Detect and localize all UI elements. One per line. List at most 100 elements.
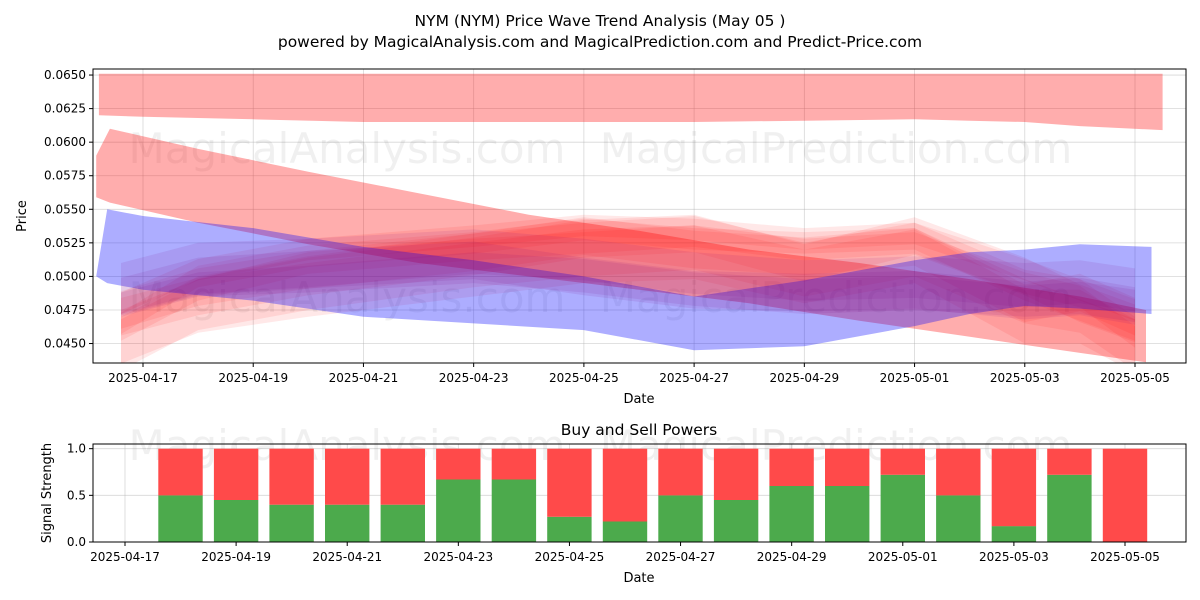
red-wave-series [121,214,1135,343]
y-tick-label: 0.0600 [44,135,86,149]
purple-wave-series [121,241,1135,325]
red-wave-series [121,214,1135,321]
red-wave-series [121,225,1135,363]
x-tick-label: 2025-04-21 [329,371,399,385]
sell-power-bar [269,448,314,505]
bottom-y-axis-label: Signal Strength [40,443,55,543]
buy-power-bar [991,526,1037,542]
x-tick-label: 2025-05-05 [1100,371,1170,385]
sell-power-bar [936,448,981,496]
buy-power-bar [1047,474,1092,542]
buy-power-bar [547,516,592,542]
buy-power-bar [602,521,648,542]
buy-power-bar [658,495,703,542]
sell-power-bar [158,448,203,496]
buy-power-bar [436,479,481,542]
red-trend-band [96,128,1147,363]
y-tick-label: 0.0550 [44,202,86,216]
x-tick-label: 2025-04-19 [201,550,271,564]
top-grid [93,69,1186,363]
sell-power-bar [213,448,259,500]
y-tick-label: 0.0650 [44,68,86,82]
x-tick-label: 2025-04-23 [439,371,509,385]
top-axes-frame [92,68,1187,364]
x-tick-label: 2025-04-17 [90,550,160,564]
top-x-ticks: 2025-04-17 2025-04-19 2025-04-21 2025-04-23… [108,363,1170,385]
y-tick-label: 0.0575 [44,169,86,183]
x-tick-label: 2025-04-27 [646,550,716,564]
x-tick-label: 2025-04-27 [659,371,729,385]
red-wave-series [121,216,1135,363]
bottom-chart-title: Buy and Sell Powers [561,421,718,439]
red-wave-series [121,225,1135,348]
red-trend-band [98,73,1163,131]
y-tick-label: 0.0525 [44,236,86,250]
buy-power-bar [880,474,925,542]
x-tick-label: 2025-04-29 [769,371,839,385]
purple-wave-series [121,229,1135,323]
x-tick-label: 2025-05-01 [880,371,950,385]
buy-power-bar [936,495,981,542]
watermark-text: MagicalPrediction.com [600,124,1073,173]
sell-power-bar [1047,448,1092,475]
chart-subtitle: powered by MagicalAnalysis.com and Magic… [278,33,922,51]
sell-power-bar [325,448,370,505]
x-tick-label: 2025-04-25 [535,550,605,564]
x-tick-label: 2025-04-21 [312,550,382,564]
top-y-axis-label: Price [15,200,30,232]
watermark-text: MagicalPrediction.com [600,273,1073,322]
red-wave-series [121,218,1135,341]
buy-power-bar [269,504,314,542]
y-tick-label: 1.0 [67,442,86,456]
y-tick-label: 0.0625 [44,102,86,116]
y-tick-label: 0.0 [67,535,86,549]
buy-power-bar [213,500,259,542]
x-tick-label: 2025-04-29 [757,550,827,564]
watermark-text: MagicalAnalysis.com [129,273,566,322]
sell-power-bar [713,448,759,500]
bottom-x-axis-label: Date [623,571,654,586]
y-tick-label: 0.0475 [44,303,86,317]
bottom-y-ticks: 0.0 0.5 1.0 [67,442,93,549]
y-tick-label: 0.5 [67,488,86,502]
bottom-x-ticks: 2025-04-17 2025-04-19 2025-04-21 2025-04-23… [90,542,1160,564]
sell-power-bar [880,448,925,475]
buy-power-bar [491,479,537,542]
sell-power-bar [991,448,1037,527]
y-tick-label: 0.0500 [44,269,86,283]
sell-power-bar [380,448,425,505]
sell-power-bar [436,448,481,480]
sell-power-bar [491,448,537,480]
top-watermarks: MagicalAnalysis.com MagicalPrediction.co… [129,124,1073,322]
x-tick-label: 2025-04-23 [423,550,493,564]
x-tick-label: 2025-05-03 [990,371,1060,385]
red-wave-series [121,217,1135,336]
x-tick-label: 2025-04-25 [549,371,619,385]
watermark-text: MagicalAnalysis.com [129,124,566,173]
buy-power-bar [713,500,759,542]
sell-power-bar [658,448,703,496]
purple-wave-series [121,252,1135,314]
sell-power-bar [547,448,592,517]
x-tick-label: 2025-05-01 [868,550,938,564]
blue-trend-band [96,209,1152,351]
top-x-axis-label: Date [623,392,654,407]
x-tick-label: 2025-05-03 [979,550,1049,564]
x-tick-label: 2025-04-17 [108,371,178,385]
buy-power-bar [380,504,425,542]
sell-power-bar [1102,448,1148,542]
bottom-plot-area [158,448,1148,542]
top-y-ticks: 0.0450 0.0475 0.0500 0.0525 0.0550 0.0575 0.06… [44,68,93,351]
buy-power-bar [325,504,370,542]
top-plot-area [96,73,1163,363]
sell-power-bar [825,448,870,486]
buy-power-bar [769,486,814,542]
sell-power-bar [769,448,814,486]
buy-power-bar [825,486,870,542]
y-tick-label: 0.0450 [44,337,86,351]
bottom-axes-frame [92,443,1187,543]
x-tick-label: 2025-05-05 [1090,550,1160,564]
sell-power-bar [602,448,648,522]
x-tick-label: 2025-04-19 [218,371,288,385]
